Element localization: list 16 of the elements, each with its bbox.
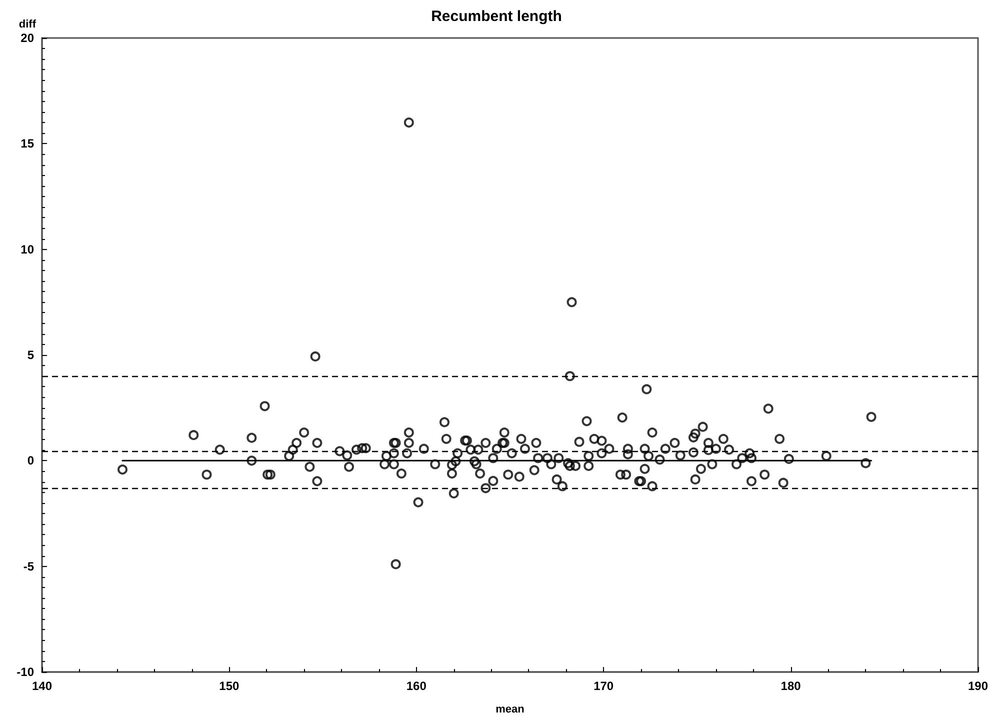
x-tick-label: 140: [32, 679, 52, 693]
x-tick-label: 150: [219, 679, 240, 693]
y-tick-label: 0: [27, 454, 34, 468]
x-tick-label: 170: [594, 679, 614, 693]
x-tick-label: 190: [968, 679, 988, 693]
y-tick-label: 10: [20, 242, 34, 256]
x-tick-label: 180: [780, 679, 802, 693]
x-tick-label: 160: [406, 679, 427, 693]
y-tick-label: -10: [16, 665, 34, 679]
y-axis-title: diff: [18, 18, 36, 30]
x-axis-title: mean: [496, 704, 525, 716]
y-tick-label: 20: [20, 31, 34, 45]
y-tick-label: 5: [27, 348, 34, 362]
y-tick-label: 15: [20, 136, 34, 151]
chart-title: Recumbent length: [431, 8, 562, 25]
y-tick-label: -5: [23, 559, 34, 574]
